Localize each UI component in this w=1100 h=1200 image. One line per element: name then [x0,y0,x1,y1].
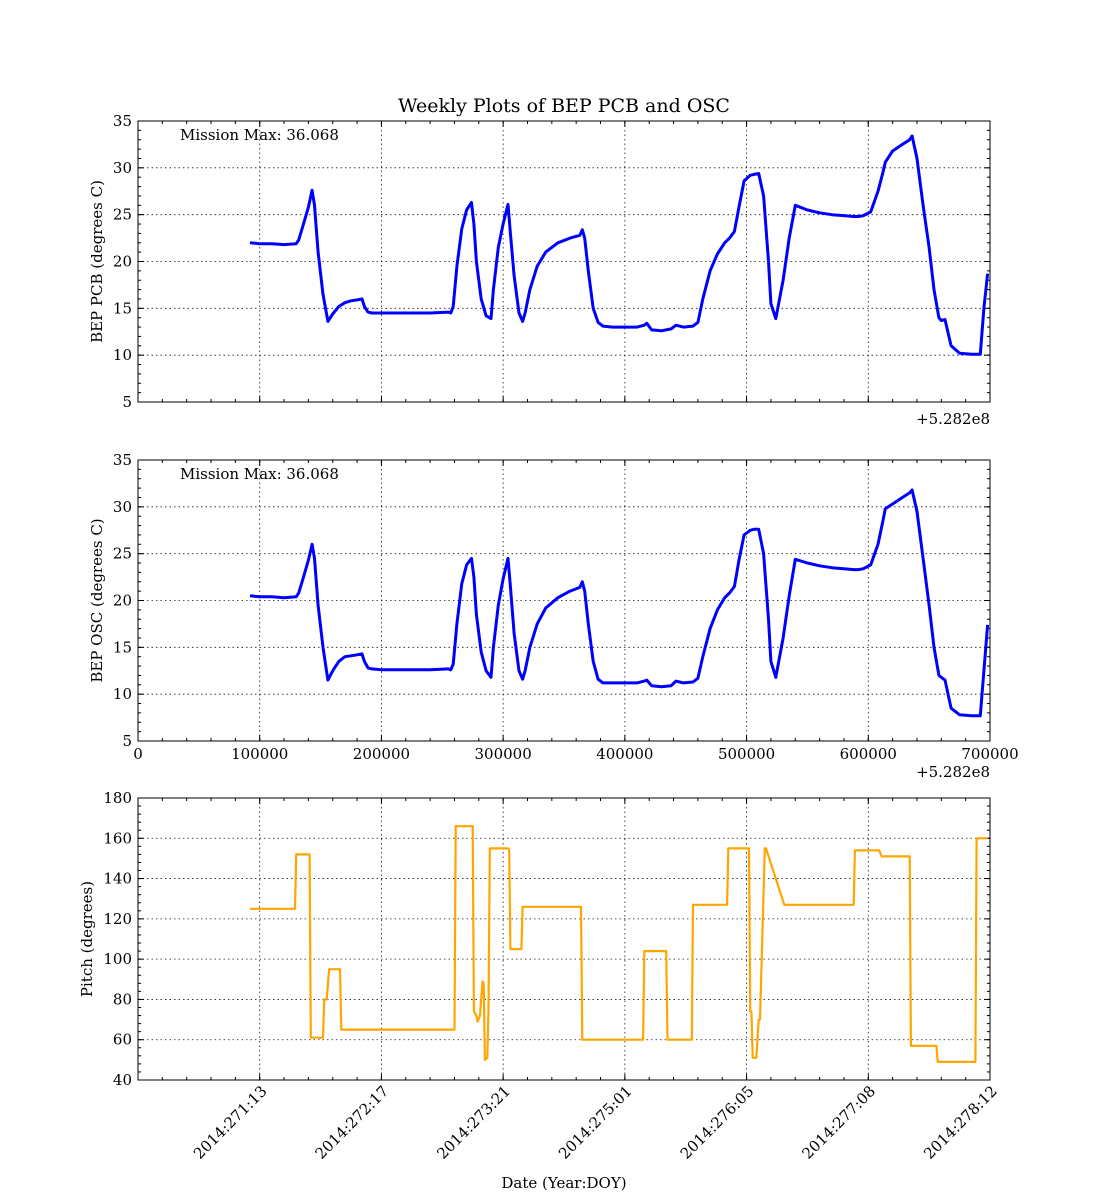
x-offset-label: +5.282e8 [916,410,990,428]
plot-frame [137,459,991,742]
x-tick-label: 0 [133,745,143,763]
y-tick-label: 20 [113,592,132,610]
x-tick-label: 2014:277:08 [799,1082,880,1163]
y-axis-label: BEP OSC (degrees C) [88,518,106,682]
pitch-series-line [250,825,988,1064]
mission-max-annotation: Mission Max: 36.068 [180,126,339,144]
x-tick-label: 2014:276:05 [677,1082,758,1163]
x-tick-label: 300000 [475,745,532,763]
y-tick-label: 15 [113,299,132,317]
y-tick-label: 35 [113,451,132,469]
y-tick-label: 100 [103,950,132,968]
plot-frame [137,797,991,1081]
mission-max-annotation: Mission Max: 36.068 [180,465,339,483]
y-tick-label: 180 [103,789,132,807]
x-tick-label: 2014:271:13 [190,1082,271,1163]
y-tick-label: 25 [113,206,132,224]
y-axis-label: Pitch (degrees) [78,881,96,997]
temperature-series-line [249,488,990,718]
x-axis-label: Date (Year:DOY) [501,1174,626,1192]
y-tick-label: 20 [113,253,132,271]
y-tick-label: 15 [113,638,132,656]
x-tick-label: 2014:275:01 [555,1082,636,1163]
x-tick-label: 500000 [718,745,775,763]
pitch-panel: 40 60 80 100 120 140 160 180 2014:271:13 2014:272… [78,789,1001,1163]
y-tick-label: 30 [113,498,132,516]
y-tick-label: 10 [113,685,132,703]
bep-pcb-panel: 5 10 15 20 25 30 35 +5.282e8 BEP PCB (degrees C)… [88,112,991,428]
plot-frame [137,120,991,403]
temperature-series-line [249,134,990,356]
y-tick-label: 25 [113,545,132,563]
x-tick-label: 700000 [961,745,1018,763]
y-axis-label: BEP PCB (degrees C) [88,180,106,343]
x-tick-label: 2014:273:21 [433,1082,514,1163]
x-tick-label: 600000 [840,745,897,763]
x-tick-label: 400000 [596,745,653,763]
y-tick-label: 160 [103,829,132,847]
x-tick-label: 100000 [231,745,288,763]
y-tick-label: 5 [122,732,132,750]
x-tick-label: 2014:272:17 [312,1082,393,1163]
bep-osc-panel: 5 10 15 20 25 30 35 0 100000 200000 300000 400000 50… [88,451,1019,781]
x-tick-label: 200000 [353,745,410,763]
y-tick-label: 80 [113,990,132,1008]
x-tick-label: 2014:278:12 [920,1082,1001,1163]
y-tick-label: 35 [113,112,132,130]
y-tick-label: 140 [103,870,132,888]
y-tick-label: 10 [113,346,132,364]
figure-title: Weekly Plots of BEP PCB and OSC [398,95,730,117]
y-tick-label: 40 [113,1071,132,1089]
y-tick-label: 5 [122,393,132,411]
y-tick-label: 120 [103,910,132,928]
x-offset-label: +5.282e8 [916,763,990,781]
y-tick-label: 60 [113,1031,132,1049]
y-tick-label: 30 [113,159,132,177]
